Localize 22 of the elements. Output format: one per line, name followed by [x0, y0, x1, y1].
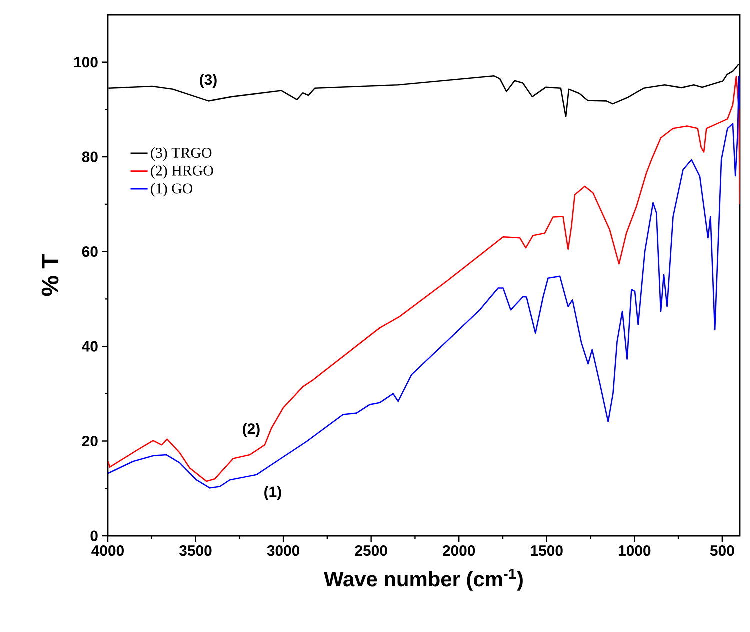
- x-axis-title: Wave number (cm$^{-1}$): [324, 568, 523, 591]
- y-tick-label: 20: [82, 436, 98, 447]
- y-axis-title: % T: [42, 254, 59, 296]
- legend-label: (1) GO: [151, 183, 193, 197]
- x-tick-label: 1000: [618, 546, 651, 556]
- annotation: (3): [200, 74, 217, 88]
- legend-label: (2) HRGO: [151, 165, 214, 179]
- x-tick-label: 1500: [531, 546, 563, 556]
- x-tick-label: 4000: [92, 546, 124, 556]
- x-tick-label: 3000: [267, 546, 300, 556]
- x-tick-label: 500: [710, 546, 734, 556]
- legend-label: (3) TRGO: [151, 148, 212, 162]
- y-tick-label: 80: [82, 152, 98, 162]
- y-tick-label: 40: [82, 341, 98, 352]
- x-tick-label: 2500: [355, 546, 388, 556]
- x-tick-label: 2000: [443, 546, 476, 556]
- annotation: (1): [264, 486, 282, 500]
- y-tick-label: 0: [90, 530, 98, 542]
- annotation: (2): [243, 423, 260, 438]
- x-tick-label: 3500: [179, 546, 212, 556]
- y-tick-label: 60: [82, 246, 98, 258]
- y-tick-label: 100: [74, 57, 98, 68]
